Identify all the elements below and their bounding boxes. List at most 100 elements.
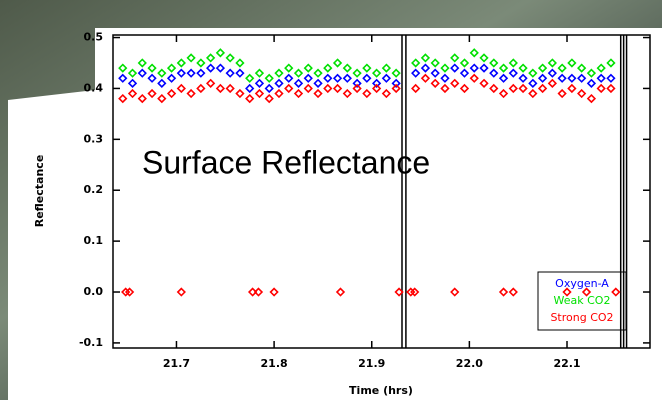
data-point: [420, 63, 431, 73]
data-point: [124, 287, 135, 297]
data-point: [547, 68, 557, 78]
data-point: [450, 53, 460, 63]
data-point: [528, 68, 538, 78]
data-point: [352, 68, 362, 78]
data-point: [303, 73, 313, 83]
panel: [8, 28, 662, 400]
data-point: [274, 78, 284, 88]
data-point: [557, 63, 567, 73]
data-point: [371, 68, 382, 78]
data-point: [528, 78, 538, 88]
data-point: [235, 88, 245, 99]
data-point: [147, 88, 157, 99]
y-tick-label: 0.4: [84, 81, 104, 94]
data-point: [127, 78, 138, 88]
data-point: [225, 68, 235, 78]
data-point: [440, 73, 450, 83]
data-point: [235, 68, 245, 78]
data-point: [313, 78, 323, 88]
data-point: [459, 83, 470, 94]
data-point: [430, 68, 440, 78]
data-point: [596, 63, 606, 73]
data-point: [606, 73, 616, 83]
data-point: [206, 53, 216, 63]
plot-frame: [112, 34, 651, 349]
data-point: [332, 73, 343, 83]
data-point: [225, 83, 235, 94]
data-point: [508, 68, 518, 78]
data-point: [362, 73, 372, 83]
data-point: [537, 73, 548, 83]
data-point: [577, 88, 587, 99]
data-point: [557, 73, 567, 83]
data-point: [508, 83, 518, 94]
data-point: [479, 63, 489, 73]
data-point: [469, 63, 479, 73]
data-point: [586, 78, 597, 88]
data-point: [391, 78, 401, 88]
data-point: [137, 68, 147, 78]
data-point: [313, 88, 323, 99]
data-point: [440, 83, 450, 94]
y-tick-label: 0.2: [84, 183, 104, 196]
data-point: [469, 48, 479, 58]
data-point: [323, 73, 333, 83]
data-point: [430, 58, 440, 68]
data-point: [303, 83, 313, 94]
data-point: [577, 73, 587, 83]
data-point: [498, 63, 509, 73]
annotation: Surface Reflectance: [142, 144, 430, 180]
data-point: [293, 68, 304, 78]
data-point: [606, 58, 616, 68]
data-point: [215, 63, 226, 73]
data-point: [489, 83, 499, 94]
data-point: [596, 73, 606, 83]
data-point: [430, 78, 440, 88]
data-point: [215, 83, 226, 94]
data-point: [411, 68, 421, 78]
data-point: [274, 68, 284, 78]
data-point: [518, 63, 528, 73]
x-axis-label: Time (hrs): [349, 384, 413, 397]
data-point: [186, 68, 196, 78]
data-point: [196, 83, 206, 94]
data-point: [581, 287, 592, 297]
data-point: [586, 68, 597, 78]
data-point: [323, 63, 333, 73]
data-point: [420, 53, 431, 63]
data-point: [176, 58, 186, 68]
data-point: [253, 287, 264, 297]
data-point: [245, 93, 255, 104]
data-point: [498, 287, 509, 297]
data-point: [176, 68, 186, 78]
data-point: [196, 58, 206, 68]
data-point: [352, 78, 362, 88]
data-point: [567, 58, 577, 68]
data-point: [118, 73, 128, 83]
data-point: [215, 48, 226, 58]
data-point: [362, 88, 372, 99]
data-point: [537, 83, 548, 94]
data-point: [137, 93, 147, 104]
data-point: [450, 78, 460, 88]
data-point: [410, 287, 420, 297]
y-tick-label: -0.1: [79, 336, 103, 349]
y-axis-label: Reflectance: [33, 155, 46, 228]
data-point: [411, 83, 421, 94]
data-point: [264, 83, 274, 94]
data-point: [264, 93, 274, 104]
data-point: [498, 73, 509, 83]
data-point: [166, 88, 177, 99]
data-point: [528, 88, 538, 99]
y-tick-label: 0.3: [84, 132, 104, 145]
data-point: [459, 58, 470, 68]
data-point: [479, 53, 489, 63]
data-point: [245, 73, 255, 83]
data-point: [450, 287, 460, 297]
data-point: [186, 53, 196, 63]
data-point: [342, 63, 352, 73]
data-point: [518, 83, 528, 94]
x-tick-label: 22.0: [456, 357, 483, 370]
x-tick-label: 21.7: [163, 357, 190, 370]
